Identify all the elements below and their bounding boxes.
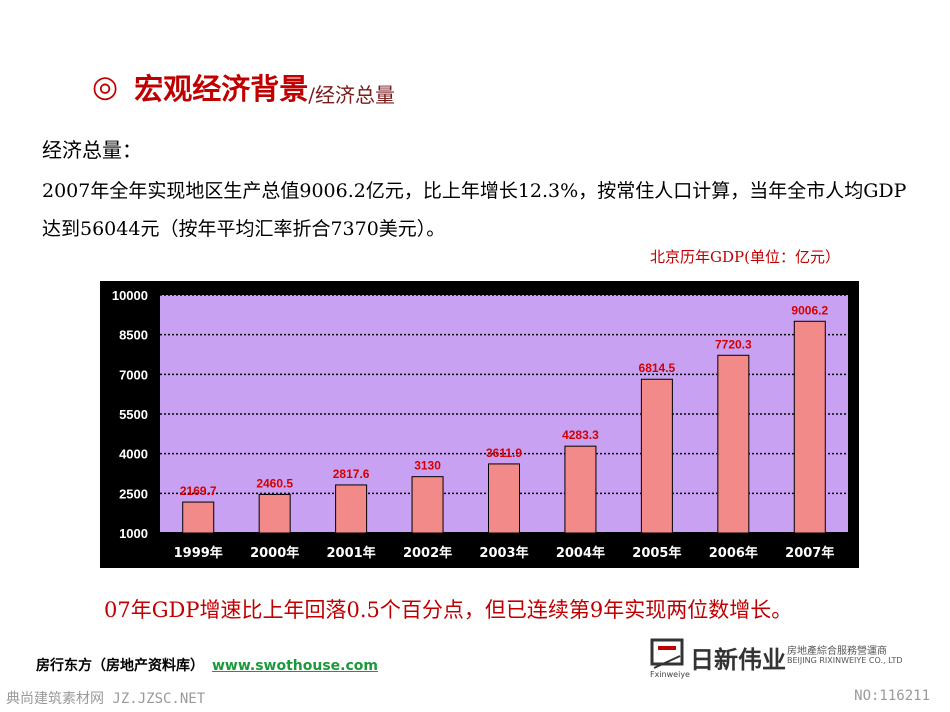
logo-subtext: Fxinweiye [650, 670, 690, 679]
watermark-left: 典尚建筑素材网 JZ.JZSC.NET [6, 691, 206, 707]
bar [335, 484, 368, 534]
gdp-bar-chart: 1000 2500 4000 5500 7000 8500 10000 2169.7 1999年… [100, 281, 859, 568]
logo-name: 日新伟业 [690, 646, 786, 674]
logo-icon [650, 638, 684, 669]
bar [488, 463, 520, 534]
x-tick-label: 2004年 [556, 545, 605, 561]
data-label: 4283.3 [562, 428, 599, 442]
bar [564, 445, 597, 534]
data-label: 9006.2 [791, 303, 828, 317]
summary-text: 07年GDP增速比上年回落0.5个百分点，但已连续第9年实现两位数增长。 [104, 598, 793, 622]
bar [258, 493, 291, 534]
y-tick-label: 1000 [119, 526, 148, 541]
data-label: 3611.9 [486, 446, 522, 460]
x-tick-label: 1999年 [174, 545, 223, 561]
bullet-icon: ◎ [92, 69, 119, 105]
bar [793, 320, 826, 534]
x-tick-label: 2001年 [327, 545, 376, 561]
slide-title: ◎ 宏观经济背景/经济总量 [92, 66, 395, 108]
x-tick-label: 2007年 [785, 545, 834, 561]
data-label: 3130 [414, 459, 441, 473]
bar [411, 476, 444, 534]
footer-link[interactable]: www.swothouse.com [212, 658, 379, 674]
y-tick-label: 4000 [119, 447, 148, 462]
chart-caption: 北京历年GDP(单位：亿元） [650, 248, 840, 266]
section-label: 经济总量： [42, 138, 142, 162]
bar [717, 354, 750, 534]
x-tick-label: 2000年 [250, 545, 299, 561]
x-tick-label: 2003年 [479, 545, 528, 561]
data-label: 2460.5 [256, 476, 293, 490]
data-label: 7720.3 [715, 337, 752, 351]
company-logo: 日新伟业 房地產綜合服務營運商 BEIJING RIXINWEIYE CO., … [650, 636, 903, 679]
chart-svg: 1000 2500 4000 5500 7000 8500 10000 2169.7 1999年… [112, 288, 848, 561]
page-subtitle: /经济总量 [308, 83, 395, 107]
bar [640, 378, 673, 534]
data-label: 6814.5 [639, 361, 676, 375]
footer-source: 房行东方（房地产资料库） www.swothouse.com [36, 655, 378, 675]
x-tick-label: 2006年 [709, 545, 758, 561]
y-tick-label: 10000 [112, 288, 148, 303]
watermark-right: NO:116211 [854, 688, 930, 704]
y-tick-label: 5500 [119, 407, 148, 422]
footer-label: 房行东方（房地产资料库） [36, 658, 204, 674]
y-tick-label: 2500 [119, 486, 148, 501]
bar [182, 501, 215, 534]
data-label: 2817.6 [333, 467, 370, 481]
body-paragraph: 2007年全年实现地区生产总值9006.2亿元，比上年增长12.3%，按常住人口… [42, 180, 907, 240]
y-tick-label: 8500 [119, 328, 148, 343]
data-label: 2169.7 [180, 484, 217, 498]
y-tick-label: 7000 [119, 367, 148, 382]
page-title: 宏观经济背景 [134, 72, 309, 106]
x-tick-label: 2002年 [403, 545, 452, 561]
logo-english-name: BEIJING RIXINWEIYE CO., LTD [787, 656, 903, 665]
logo-tagline: 房地產綜合服務營運商 [787, 646, 887, 657]
x-tick-label: 2005年 [632, 545, 681, 561]
